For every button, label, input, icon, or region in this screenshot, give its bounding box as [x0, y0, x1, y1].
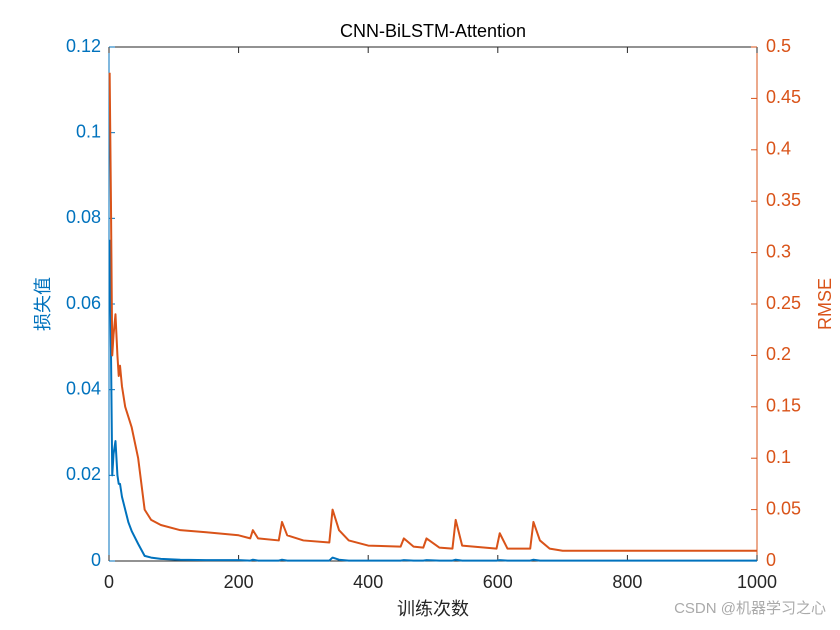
x-tick-label: 600 [483, 572, 513, 592]
line-series [108, 239, 757, 562]
y-tick-label: 0.06 [66, 293, 101, 313]
y-tick-label: 0.04 [66, 378, 101, 398]
y-tick-label: 0 [91, 550, 101, 570]
y2-tick-label: 0.3 [766, 241, 791, 261]
y2-tick-label: 0.35 [766, 190, 801, 210]
y-tick-label: 0.08 [66, 207, 101, 227]
x-tick-label: 800 [612, 572, 642, 592]
y2-tick-label: 0.15 [766, 396, 801, 416]
x-axis-label: 训练次数 [397, 599, 469, 619]
x-tick-label: 0 [104, 572, 114, 592]
line-series [108, 72, 757, 552]
chart-title: CNN-BiLSTM-Attention [340, 21, 526, 41]
y2-tick-label: 0.1 [766, 447, 791, 467]
y2-tick-label: 0 [766, 550, 776, 570]
x-tick-label: 200 [224, 572, 254, 592]
y-axis-label: 损失值 [33, 277, 53, 331]
y2-axis-label: RMSE [815, 278, 835, 330]
y2-tick-label: 0.05 [766, 498, 801, 518]
y2-tick-label: 0.5 [766, 36, 791, 56]
y-tick-label: 0.02 [66, 464, 101, 484]
y2-tick-label: 0.2 [766, 344, 791, 364]
y2-tick-label: 0.45 [766, 87, 801, 107]
watermark: CSDN @机器学习之心 [674, 600, 826, 617]
y2-tick-label: 0.25 [766, 293, 801, 313]
y-tick-label: 0.1 [76, 121, 101, 141]
y-tick-label: 0.12 [66, 36, 101, 56]
x-tick-label: 1000 [737, 572, 777, 592]
y2-tick-label: 0.4 [766, 139, 791, 159]
x-tick-label: 400 [353, 572, 383, 592]
